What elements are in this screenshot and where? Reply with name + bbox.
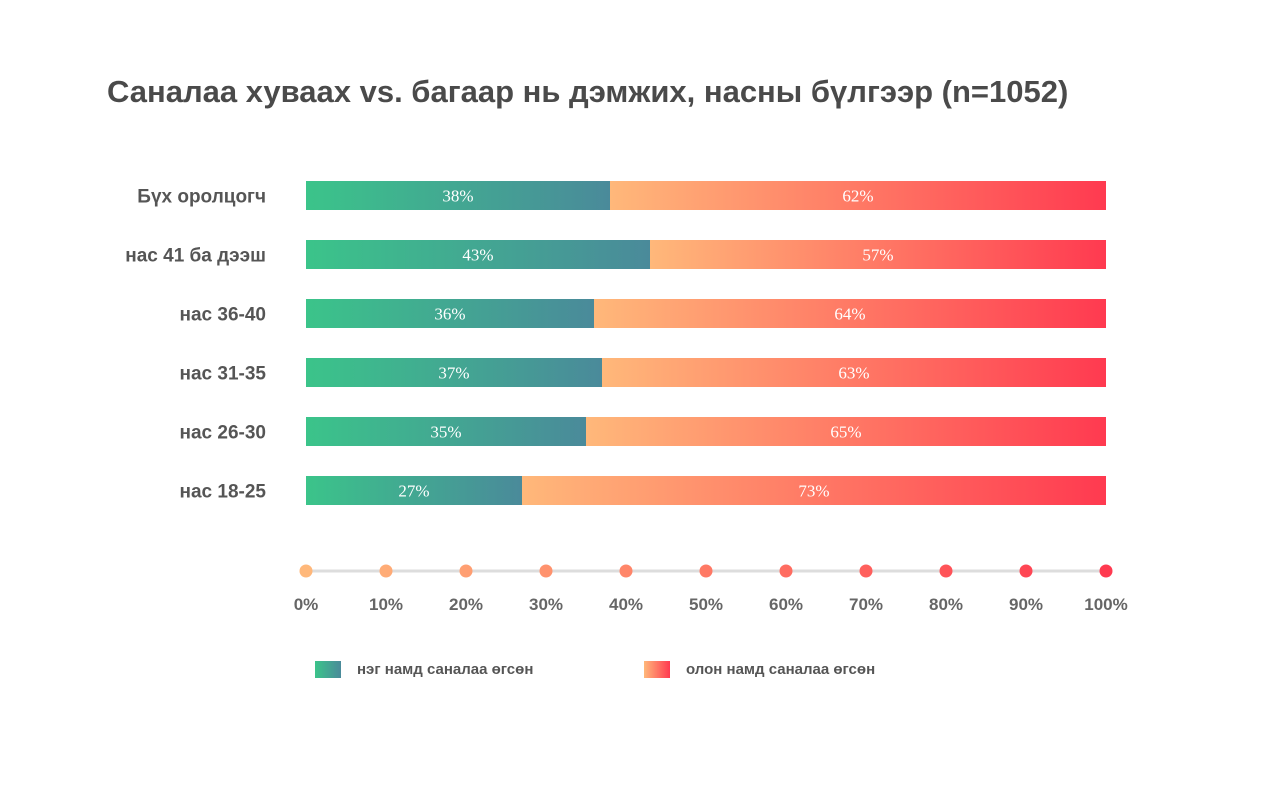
axis-tick-label: 30% <box>529 595 563 614</box>
axis-tick-label: 10% <box>369 595 403 614</box>
data-label: 64% <box>834 305 865 324</box>
axis-tick-dot <box>699 564 713 578</box>
chart-title: Саналаа хуваах vs. багаар нь дэмжих, нас… <box>107 74 1069 109</box>
bar-single-party <box>306 476 522 505</box>
axis-tick-label: 80% <box>929 595 963 614</box>
bar-multi-party <box>594 299 1106 328</box>
legend-swatch-multi-party <box>644 661 670 678</box>
axis-tick-label: 50% <box>689 595 723 614</box>
category-label: нас 18-25 <box>180 482 267 503</box>
category-label: Бүх оролцогч <box>137 187 266 208</box>
axis-tick-label: 0% <box>294 595 319 614</box>
data-label: 63% <box>838 364 869 383</box>
bars-group: Бүх оролцогч 38% 62% нас 41 ба дээш 43% 57% на… <box>125 181 1106 505</box>
x-axis: 0% 10% 20% 30% 40% 50% 60% 70% 80% 90% 100% <box>294 564 1128 614</box>
axis-tick-dot <box>459 564 473 578</box>
category-label: нас 41 ба дээш <box>125 246 266 267</box>
bar-single-party <box>306 358 602 387</box>
bar-single-party <box>306 299 594 328</box>
axis-tick-label: 40% <box>609 595 643 614</box>
axis-tick-dot <box>539 564 553 578</box>
bar-multi-party <box>586 417 1106 446</box>
bar-multi-party <box>610 181 1106 210</box>
bar-multi-party <box>522 476 1106 505</box>
data-label: 37% <box>438 364 469 383</box>
axis-tick-label: 90% <box>1009 595 1043 614</box>
axis-tick-label: 70% <box>849 595 883 614</box>
axis-tick-label: 60% <box>769 595 803 614</box>
category-label: нас 26-30 <box>180 423 266 444</box>
axis-tick-dot <box>779 564 793 578</box>
axis-tick-dot <box>1019 564 1033 578</box>
axis-tick-label: 20% <box>449 595 483 614</box>
axis-tick-dot <box>859 564 873 578</box>
data-label: 43% <box>462 246 493 265</box>
data-label: 27% <box>398 482 429 501</box>
category-label: нас 36-40 <box>180 305 266 326</box>
axis-tick-dot <box>299 564 313 578</box>
legend-label-multi-party: олон намд саналаа өгсөн <box>686 661 876 678</box>
category-label: нас 31-35 <box>180 364 267 385</box>
axis-tick-label: 100% <box>1084 595 1127 614</box>
bar-multi-party <box>650 240 1106 269</box>
axis-tick-dot <box>619 564 633 578</box>
axis-tick-dot <box>379 564 393 578</box>
data-label: 36% <box>434 305 465 324</box>
legend-item-multi-party: олон намд саналаа өгсөн <box>644 661 875 678</box>
bar-multi-party <box>602 358 1106 387</box>
data-label: 35% <box>430 423 461 442</box>
data-label: 38% <box>442 187 473 206</box>
data-label: 73% <box>798 482 829 501</box>
legend-label-single-party: нэг намд саналаа өгсөн <box>357 661 534 678</box>
axis-tick-dot <box>939 564 953 578</box>
legend-item-single-party: нэг намд саналаа өгсөн <box>315 661 533 678</box>
data-label: 62% <box>842 187 873 206</box>
data-label: 57% <box>862 246 893 265</box>
bar-single-party <box>306 240 650 269</box>
bar-single-party <box>306 181 610 210</box>
axis-tick-dot <box>1099 564 1113 578</box>
data-label: 65% <box>830 423 861 442</box>
legend-swatch-single-party <box>315 661 341 678</box>
bar-single-party <box>306 417 586 446</box>
